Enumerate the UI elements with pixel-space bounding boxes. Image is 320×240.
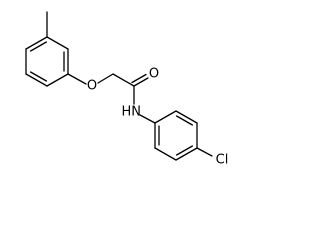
- bond: [25, 73, 48, 87]
- bond: [29, 41, 48, 52]
- bond: [97, 73, 114, 84]
- bond: [67, 73, 87, 85]
- bond: [46, 73, 69, 87]
- bond: [46, 36, 69, 50]
- atom-label: O: [149, 67, 159, 82]
- bond: [175, 145, 194, 156]
- atom-label: O: [87, 79, 97, 94]
- bond: [112, 73, 135, 87]
- bond: [131, 73, 147, 84]
- bonds: [25, 11, 213, 161]
- bond: [154, 110, 177, 124]
- bond: [25, 36, 48, 50]
- molecule-diagram: O O HN Cl: [25, 11, 229, 168]
- page: {"atoms": {"ether_oxygen": "O", "carbony…: [25, 11, 229, 168]
- atom-label: Cl: [216, 153, 229, 168]
- bond: [196, 147, 213, 157]
- atom-label: HN: [122, 105, 142, 120]
- bond: [175, 110, 198, 124]
- bond: [29, 71, 48, 82]
- bond: [133, 77, 149, 87]
- bond: [139, 114, 156, 124]
- bond: [154, 147, 177, 161]
- bond: [175, 147, 198, 161]
- bond: [175, 115, 194, 126]
